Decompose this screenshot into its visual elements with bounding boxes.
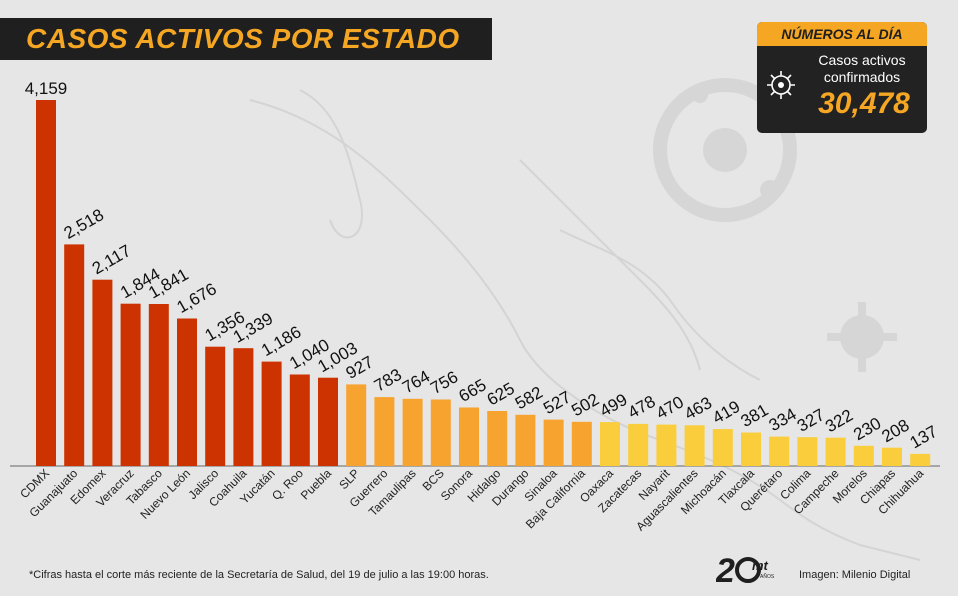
svg-text:mt: mt — [752, 558, 769, 573]
bar-25 — [741, 432, 761, 466]
bar-28 — [825, 437, 846, 466]
bar-26 — [769, 436, 790, 466]
value-label: 756 — [427, 367, 461, 398]
bar-1 — [64, 244, 85, 466]
virus-icon — [767, 71, 795, 99]
bar-13 — [402, 398, 423, 466]
bar-18 — [543, 419, 564, 466]
bar-23 — [684, 425, 705, 466]
bar-17 — [515, 414, 536, 466]
bar-7 — [233, 348, 254, 466]
value-label: 463 — [681, 393, 715, 424]
category-label: Q. Roo — [269, 466, 306, 503]
bar-30 — [882, 447, 902, 466]
bar-6 — [205, 346, 226, 466]
bar-0 — [36, 100, 56, 466]
bar-5 — [177, 318, 197, 466]
bar-12 — [374, 397, 395, 466]
chart-title: CASOS ACTIVOS POR ESTADO — [26, 23, 460, 54]
value-label: 2,117 — [89, 241, 134, 278]
value-label: 582 — [512, 383, 546, 414]
category-label: Puebla — [298, 466, 335, 503]
virus-decoration-large — [653, 78, 797, 222]
bar-15 — [459, 407, 479, 466]
stats-header: NÚMEROS AL DÍA — [757, 22, 927, 46]
value-label: 2,518 — [61, 205, 107, 243]
value-label: 322 — [822, 406, 856, 437]
footnote: *Cifras hasta el corte más reciente de l… — [29, 569, 489, 581]
bar-11 — [346, 384, 367, 466]
stats-card: NÚMEROS AL DÍA Casos activos confirmados… — [757, 22, 927, 133]
bar-8 — [261, 361, 282, 466]
bar-19 — [571, 421, 592, 466]
value-label: 625 — [484, 379, 518, 410]
bar-24 — [712, 429, 733, 466]
bar-4 — [148, 304, 169, 466]
bar-16 — [487, 411, 508, 466]
stats-value: 30,478 — [818, 87, 910, 120]
bar-20 — [600, 422, 620, 466]
bar-27 — [797, 437, 818, 466]
title-bar: CASOS ACTIVOS POR ESTADO — [0, 18, 492, 60]
bar-29 — [853, 445, 874, 466]
bar-10 — [318, 377, 338, 466]
bar-31 — [910, 453, 931, 466]
stats-label: Casos activos confirmados — [818, 52, 906, 85]
svg-text:2: 2 — [716, 552, 735, 588]
value-label: 4,159 — [25, 79, 68, 98]
bar-22 — [656, 424, 677, 466]
bar-9 — [289, 374, 310, 466]
value-label: 381 — [738, 400, 772, 431]
image-credit: Imagen: Milenio Digital — [799, 569, 911, 581]
bar-21 — [628, 423, 649, 466]
bar-2 — [92, 279, 113, 466]
milenio-20-anos-logo: 2 mt AÑOS — [716, 552, 775, 588]
svg-text:AÑOS: AÑOS — [760, 573, 775, 580]
value-label: 208 — [879, 416, 913, 447]
value-label: 665 — [456, 375, 490, 406]
bar-14 — [430, 399, 451, 466]
bar-3 — [120, 303, 141, 466]
value-label: 137 — [907, 422, 941, 453]
value-label: 419 — [709, 397, 743, 428]
virus-decoration-small — [827, 302, 897, 372]
